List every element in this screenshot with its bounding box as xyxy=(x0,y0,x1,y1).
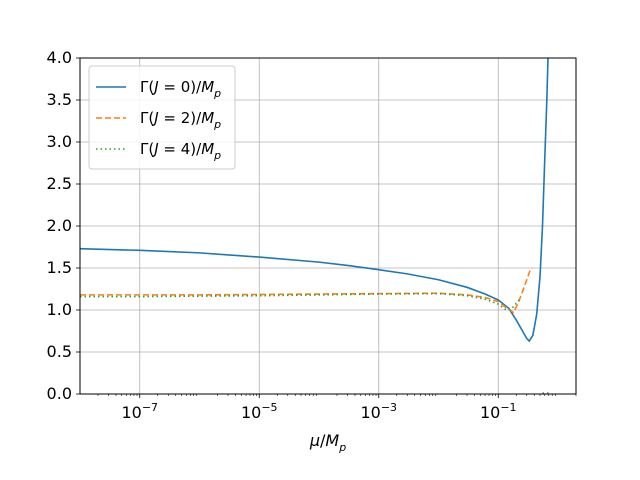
y-axis: 0.0 0.5 1.0 1.5 2.0 2.5 3.0 3.5 4.0 xyxy=(47,48,80,403)
y-tick-label: 4.0 xyxy=(47,48,72,67)
x-tick-label: 10−1 xyxy=(480,401,517,422)
y-tick-label: 0.5 xyxy=(47,342,72,361)
x-tick-label: 10−5 xyxy=(241,401,278,422)
y-tick-label: 1.0 xyxy=(47,300,72,319)
y-tick-label: 2.0 xyxy=(47,216,72,235)
y-tick-label: 3.5 xyxy=(47,90,72,109)
legend-label-0: Γ(J = 0)/Mp xyxy=(140,78,221,100)
y-tick-label: 0.0 xyxy=(47,384,72,403)
legend-label-1: Γ(J = 2)/Mp xyxy=(140,109,221,131)
y-tick-label: 2.5 xyxy=(47,174,72,193)
series-line-2 xyxy=(80,292,521,311)
series-layer xyxy=(80,58,549,394)
legend: Γ(J = 0)/Mp Γ(J = 2)/Mp Γ(J = 4)/Mp xyxy=(88,65,236,170)
x-tick-label: 10−3 xyxy=(360,401,397,422)
series-line-1 xyxy=(80,267,533,314)
grid xyxy=(80,57,576,395)
x-axis-label: μ/Mp xyxy=(309,431,346,454)
legend-box xyxy=(88,65,236,170)
x-tick-label: 10−7 xyxy=(121,401,158,422)
y-tick-label: 3.0 xyxy=(47,132,72,151)
legend-label-2: Γ(J = 4)/Mp xyxy=(140,140,221,162)
y-tick-label: 1.5 xyxy=(47,258,72,277)
x-axis: 10−7 10−5 10−3 10−1 xyxy=(97,394,577,422)
series-line-0 xyxy=(80,58,549,343)
